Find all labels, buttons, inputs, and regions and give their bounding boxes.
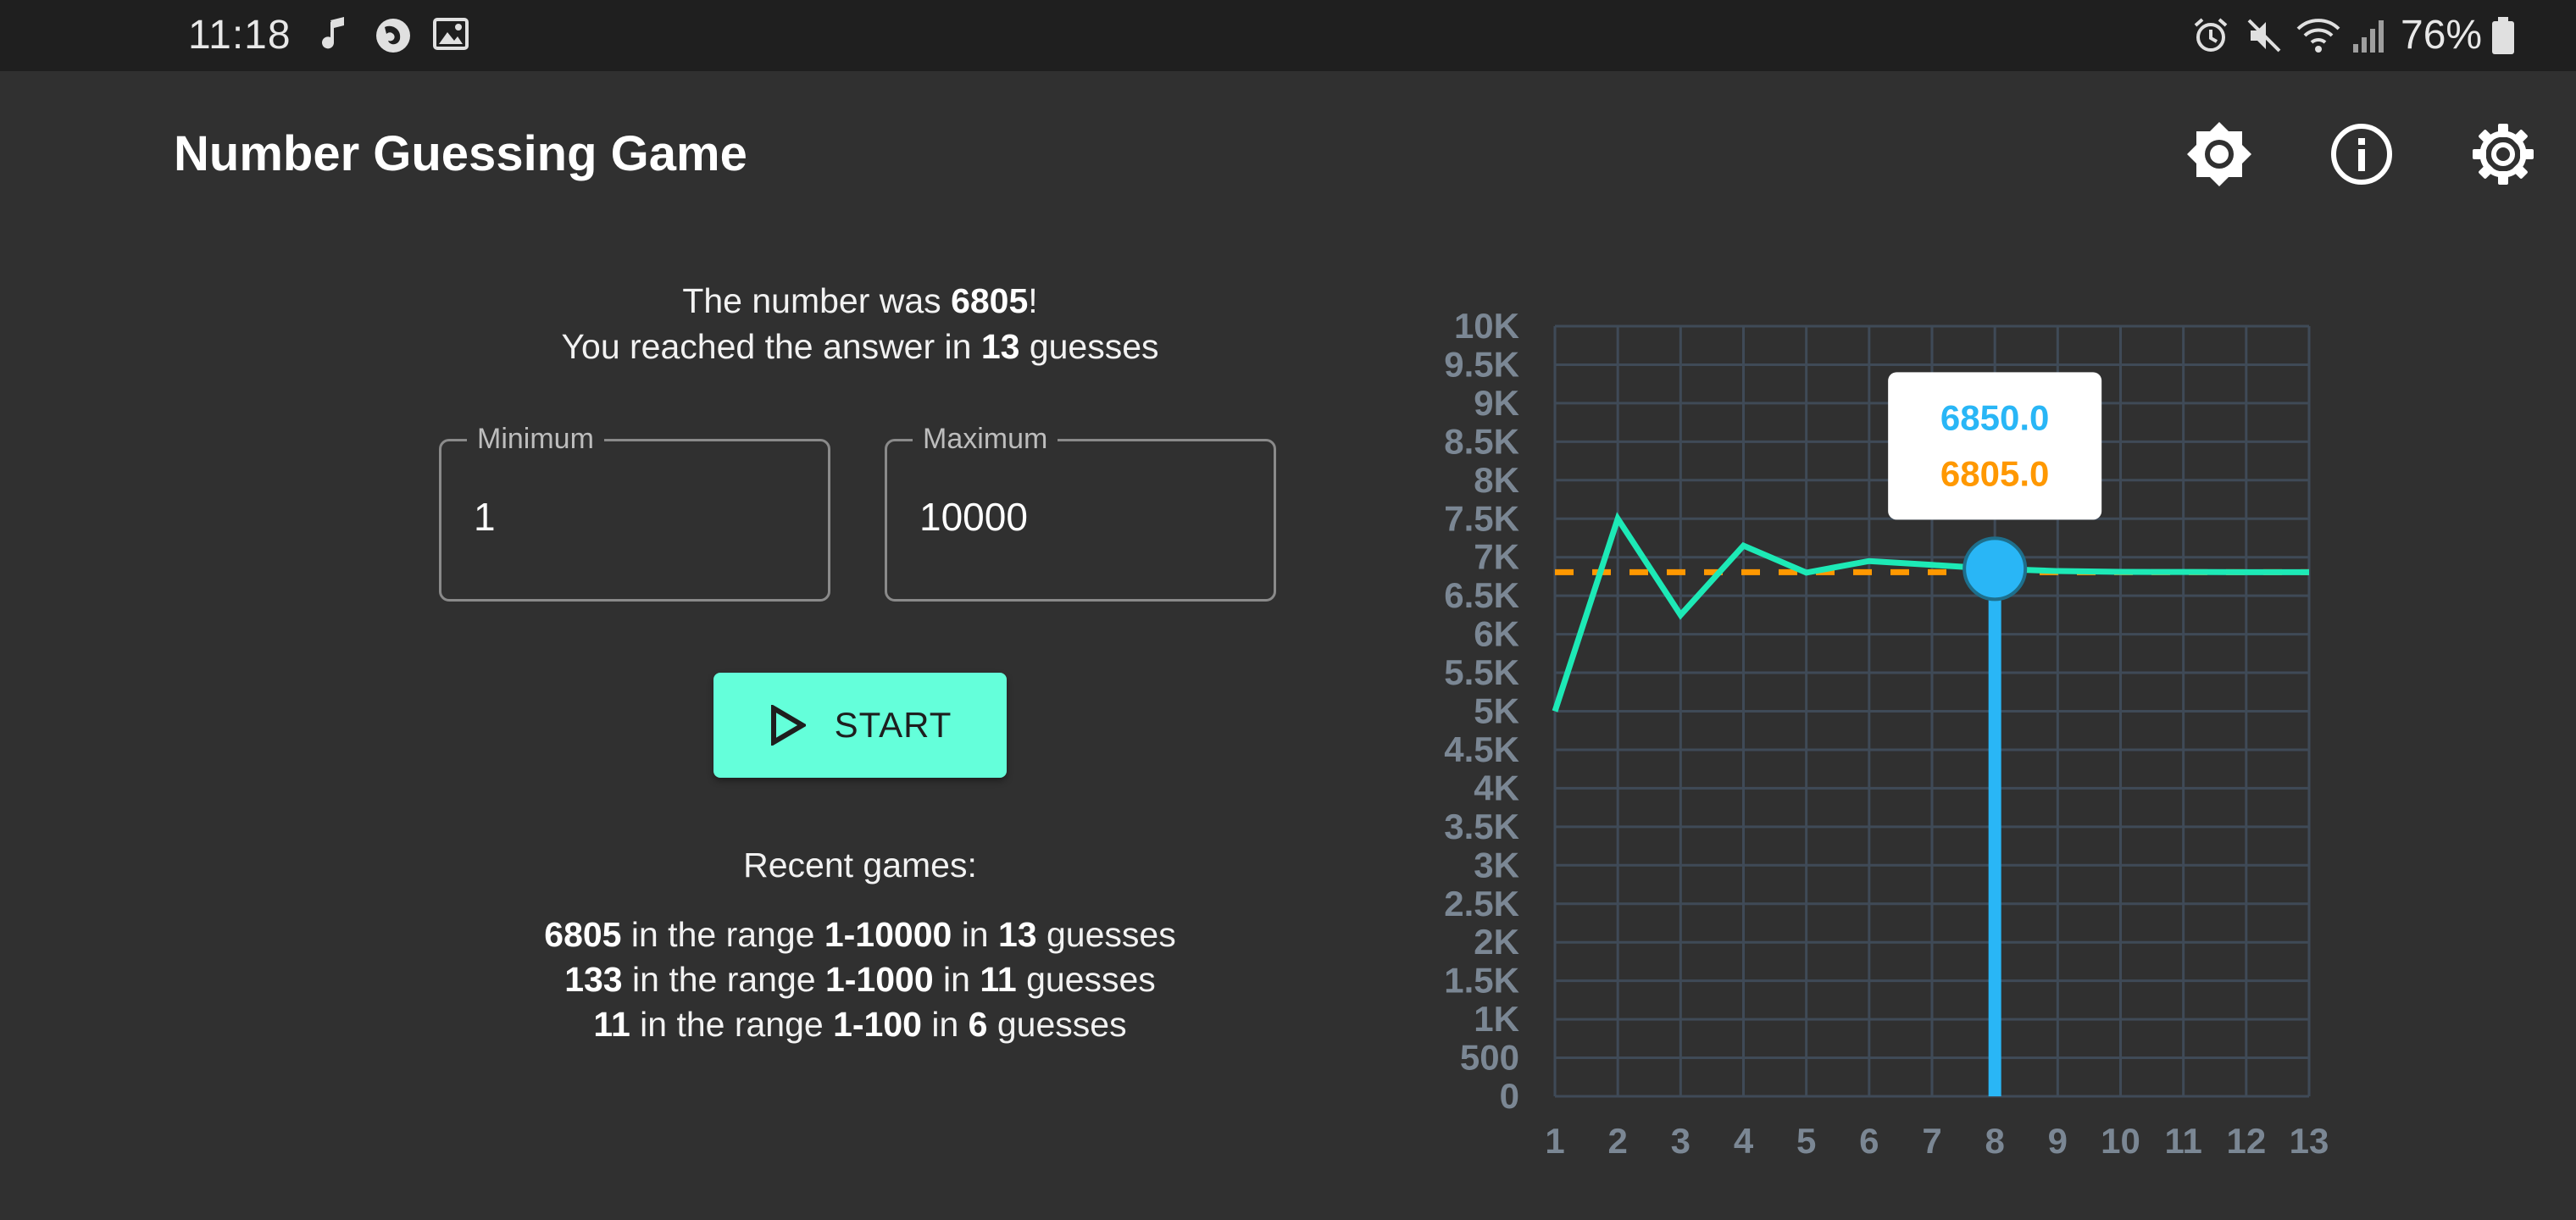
- result-line-number: The number was 6805!: [682, 281, 1038, 320]
- y-tick-label: 2K: [1474, 922, 1519, 962]
- x-tick-label: 8: [1985, 1121, 2004, 1161]
- music-note-icon: [322, 17, 344, 49]
- y-tick-label: 6K: [1474, 614, 1519, 654]
- maximum-input[interactable]: [919, 494, 1241, 540]
- brightness-icon: [2187, 122, 2251, 186]
- x-tick-label: 1: [1545, 1121, 1564, 1161]
- play-icon: [770, 705, 806, 746]
- x-tick-label: 13: [2290, 1121, 2329, 1161]
- y-tick-label: 7K: [1474, 537, 1519, 577]
- info-icon: [2331, 124, 2392, 185]
- x-tick-label: 7: [1922, 1121, 1941, 1161]
- tooltip-answer-value: 6805.0: [1940, 453, 2049, 493]
- recent-game-item: 11 in the range 1-100 in 6 guesses: [593, 1005, 1127, 1044]
- mute-icon: [2247, 19, 2281, 53]
- x-tick-label: 2: [1607, 1121, 1627, 1161]
- settings-icon: [2473, 124, 2534, 185]
- y-tick-label: 6.5K: [1444, 575, 1519, 615]
- y-tick-label: 500: [1460, 1038, 1519, 1078]
- battery-percent: 76%: [2401, 13, 2483, 58]
- firefox-icon: [376, 19, 410, 53]
- maximum-field: Maximum: [885, 423, 1276, 602]
- x-tick-label: 12: [2226, 1121, 2266, 1161]
- y-tick-label: 4K: [1474, 768, 1519, 807]
- y-tick-label: 1.5K: [1444, 961, 1519, 1001]
- y-tick-label: 9K: [1474, 383, 1519, 423]
- y-tick-label: 7.5K: [1444, 498, 1519, 538]
- minimum-field: Minimum: [439, 423, 830, 602]
- y-tick-label: 5K: [1474, 691, 1519, 731]
- maximum-label: Maximum: [913, 423, 1058, 456]
- start-button[interactable]: START: [713, 673, 1007, 778]
- start-button-label: START: [834, 705, 952, 745]
- recent-game-item: 133 in the range 1-1000 in 11 guesses: [564, 960, 1156, 999]
- answer-number: 6805: [951, 281, 1029, 320]
- x-tick-label: 4: [1734, 1121, 1754, 1161]
- y-tick-label: 8.5K: [1444, 421, 1519, 461]
- recent-games-title: Recent games:: [743, 846, 977, 884]
- chart-tooltip: [1888, 372, 2102, 520]
- minimum-label: Minimum: [467, 423, 604, 456]
- guess-count: 13: [980, 327, 1020, 366]
- x-tick-label: 10: [2101, 1121, 2140, 1161]
- y-tick-label: 0: [1500, 1076, 1519, 1116]
- image-icon: [433, 18, 469, 50]
- status-time: 11:18: [188, 13, 291, 58]
- y-tick-label: 1K: [1474, 999, 1519, 1039]
- alarm-icon: [2194, 18, 2228, 52]
- battery-icon: [2492, 17, 2514, 54]
- app-title: Number Guessing Game: [174, 126, 747, 181]
- info-button[interactable]: [2326, 119, 2397, 190]
- result-message: The number was 6805! You reached the ans…: [436, 278, 1284, 369]
- y-tick-label: 3.5K: [1444, 807, 1519, 846]
- x-tick-label: 9: [2048, 1121, 2068, 1161]
- y-tick-label: 5.5K: [1444, 652, 1519, 692]
- recent-games-list: 6805 in the range 1-10000 in 13 guesses 1…: [436, 912, 1284, 1047]
- tooltip-guess-value: 6850.0: [1940, 397, 2049, 437]
- y-tick-label: 9.5K: [1444, 344, 1519, 384]
- recent-game-item: 6805 in the range 1-10000 in 13 guesses: [544, 915, 1176, 954]
- y-tick-label: 3K: [1474, 845, 1519, 884]
- y-tick-label: 10K: [1454, 306, 1519, 346]
- signal-icon: [2353, 20, 2384, 53]
- y-tick-label: 4.5K: [1444, 729, 1519, 769]
- x-tick-label: 11: [2164, 1121, 2201, 1161]
- theme-toggle-button[interactable]: [2184, 119, 2255, 190]
- y-tick-label: 8K: [1474, 460, 1519, 500]
- minimum-input[interactable]: [474, 494, 796, 540]
- settings-button[interactable]: [2468, 119, 2539, 190]
- guess-series-line: [1552, 512, 2310, 713]
- x-tick-label: 5: [1796, 1121, 1816, 1161]
- wifi-icon: [2296, 19, 2340, 53]
- y-tick-label: 2.5K: [1444, 884, 1519, 923]
- result-line-guesses: You reached the answer in 13 guesses: [561, 327, 1159, 366]
- x-tick-label: 3: [1671, 1121, 1690, 1161]
- status-bar: 11:18 76%: [0, 0, 2576, 71]
- highlight-point: [1963, 536, 2028, 602]
- x-tick-label: 6: [1859, 1121, 1879, 1161]
